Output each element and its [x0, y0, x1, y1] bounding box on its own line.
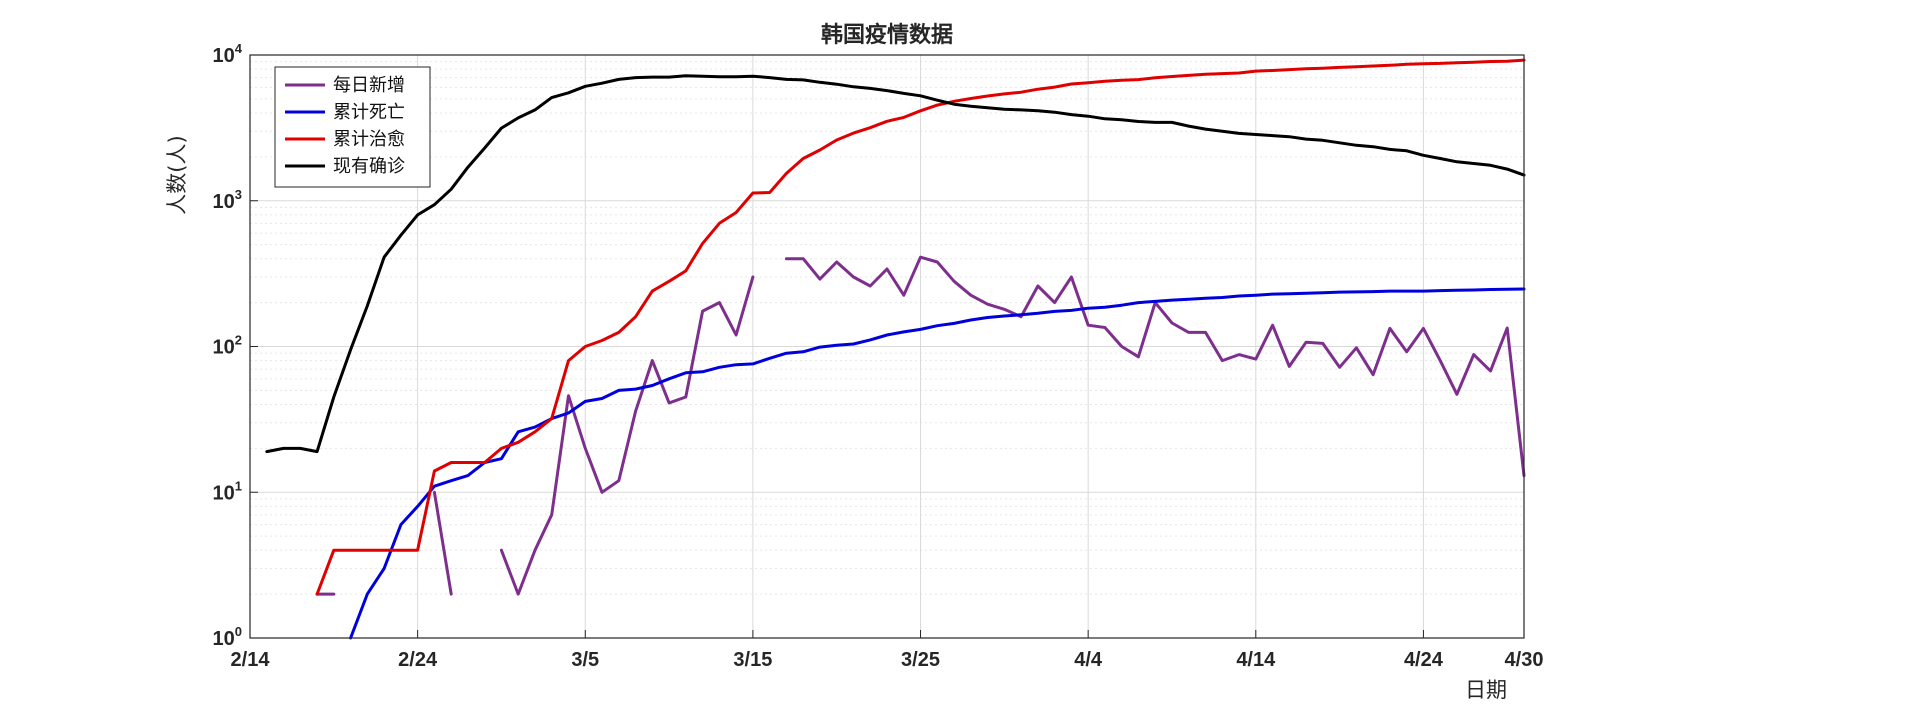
x-tick-label: 2/24 [398, 649, 438, 671]
chart-title: 韩国疫情数据 [821, 22, 953, 48]
x-tick-label: 4/4 [1074, 649, 1103, 671]
x-tick-label: 4/14 [1236, 649, 1276, 671]
y-axis-label: 人数(人) [165, 135, 189, 214]
x-axis-label: 日期 [1465, 678, 1507, 702]
series-line [315, 58, 1526, 596]
x-tick-label: 3/5 [571, 649, 599, 671]
series-4 [265, 74, 1526, 454]
minor-grid [250, 61, 1524, 595]
y-tick-label: 102 [213, 333, 242, 359]
legend-label: 累计治愈 [333, 129, 405, 150]
ticks-layer [249, 54, 1525, 639]
y-tick-labels: 100 101 102 103 104 [213, 41, 243, 650]
y-tick-label: 103 [213, 187, 242, 213]
series-layer [265, 58, 1526, 640]
series-line [265, 74, 1526, 454]
legend-label: 累计死亡 [333, 102, 405, 123]
legend-label: 现有确诊 [333, 156, 405, 177]
series-line [432, 490, 453, 596]
x-tick-labels: 2/14 2/24 3/5 3/15 3/25 4/4 4/14 4/24 4/30 [231, 649, 1544, 671]
x-tick-label: 4/24 [1404, 649, 1444, 671]
y-tick-label: 100 [213, 624, 242, 650]
x-tick-label: 3/25 [901, 649, 940, 671]
series-3 [315, 58, 1526, 596]
y-tick-label: 104 [213, 41, 243, 67]
series-line [499, 275, 755, 596]
x-tick-label: 3/15 [733, 649, 772, 671]
x-tick-label: 2/14 [231, 649, 271, 671]
legend-label: 每日新增 [333, 75, 405, 96]
x-tick-label: 4/30 [1505, 649, 1544, 671]
y-tick-label: 101 [213, 478, 242, 504]
